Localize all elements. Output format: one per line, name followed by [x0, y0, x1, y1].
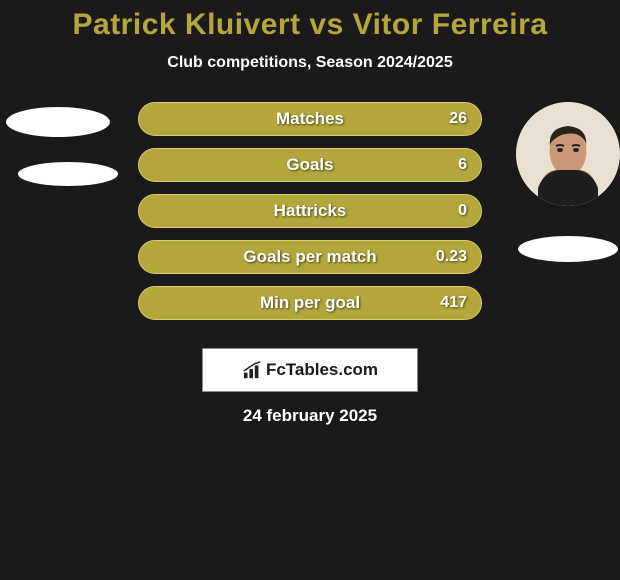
stat-value-right: 6: [458, 156, 467, 174]
player-left-column: [0, 102, 118, 186]
stats-area: Matches 26 Goals 6 Hattricks 0 Goals per…: [0, 102, 620, 342]
player-left-team-badge: [18, 162, 118, 186]
stat-label: Hattricks: [274, 201, 347, 221]
brand-box[interactable]: FcTables.com: [202, 348, 418, 392]
page-title: Patrick Kluivert vs Vitor Ferreira: [0, 8, 620, 42]
player-right-team-badge: [518, 236, 618, 262]
stat-label: Min per goal: [260, 293, 360, 313]
stat-value-right: 0: [458, 202, 467, 220]
brand-chart-icon: [242, 360, 264, 380]
date-text: 24 february 2025: [0, 406, 620, 426]
stat-value-right: 0.23: [436, 248, 467, 266]
avatar-photo-icon: [516, 102, 620, 206]
stat-value-right: 26: [449, 110, 467, 128]
stat-row-min-per-goal: Min per goal 417: [138, 286, 482, 320]
stat-label: Matches: [276, 109, 344, 129]
player-left-avatar: [6, 107, 110, 137]
brand-text: FcTables.com: [266, 360, 378, 380]
player-right-column: [516, 102, 620, 262]
player-right-avatar: [516, 102, 620, 206]
stat-value-right: 417: [440, 294, 467, 312]
stat-row-goals: Goals 6: [138, 148, 482, 182]
subtitle: Club competitions, Season 2024/2025: [0, 54, 620, 72]
stat-label: Goals per match: [243, 247, 376, 267]
stat-row-matches: Matches 26: [138, 102, 482, 136]
brand-inner: FcTables.com: [242, 360, 378, 380]
stat-row-hattricks: Hattricks 0: [138, 194, 482, 228]
stat-rows: Matches 26 Goals 6 Hattricks 0 Goals per…: [138, 102, 482, 332]
stat-row-goals-per-match: Goals per match 0.23: [138, 240, 482, 274]
stat-label: Goals: [286, 155, 333, 175]
comparison-card: Patrick Kluivert vs Vitor Ferreira Club …: [0, 0, 620, 426]
